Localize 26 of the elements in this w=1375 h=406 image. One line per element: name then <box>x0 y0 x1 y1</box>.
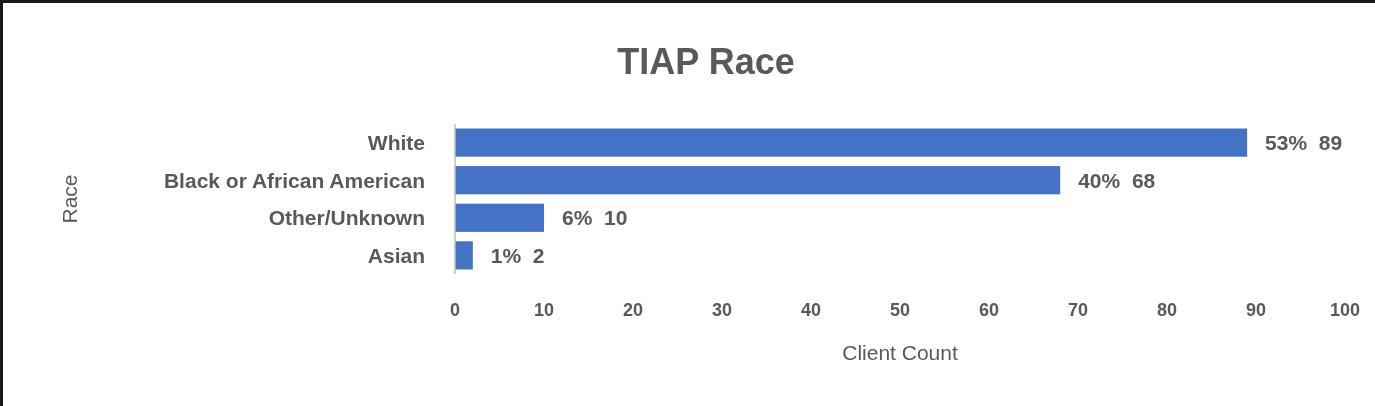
x-tick-label: 80 <box>1156 300 1178 320</box>
bar <box>455 241 473 270</box>
x-tick-label: 70 <box>1067 300 1089 320</box>
x-axis-title: Client Count <box>842 341 958 364</box>
y-tick-label: White <box>367 130 425 154</box>
bar <box>455 203 544 232</box>
y-tick-label: Asian <box>367 243 425 267</box>
x-tick-label: 0 <box>449 300 461 320</box>
x-tick-label: 90 <box>1245 300 1267 320</box>
chart-title: TIAP Race <box>617 41 795 82</box>
data-label: 40% 68 <box>1078 168 1156 192</box>
y-tick-label: Other/Unknown <box>268 206 425 230</box>
y-tick-label: Black or African American <box>163 168 425 192</box>
x-tick-label: 100 <box>1329 300 1361 320</box>
bar <box>455 128 1248 157</box>
x-tick-label: 10 <box>533 300 555 320</box>
data-label: 6% 10 <box>562 206 628 230</box>
x-tick-label: 50 <box>889 300 911 320</box>
y-axis-title: Race <box>58 174 81 224</box>
x-tick-label: 30 <box>711 300 733 320</box>
x-tick-label: 20 <box>622 300 644 320</box>
data-label: 1% 2 <box>490 243 545 267</box>
bar <box>455 166 1061 195</box>
x-tick-label: 60 <box>978 300 1000 320</box>
x-tick-label: 40 <box>800 300 822 320</box>
data-label: 53% 89 <box>1265 130 1343 154</box>
